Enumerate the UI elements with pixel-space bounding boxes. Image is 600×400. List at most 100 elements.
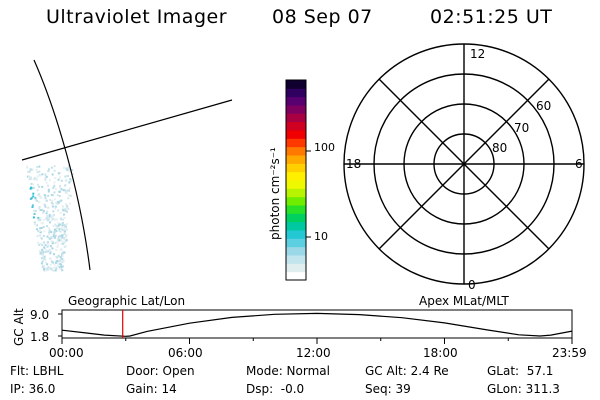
lat-label-70: 70 — [514, 121, 529, 135]
emission-pixel — [43, 203, 46, 206]
emission-pixel — [39, 219, 42, 222]
emission-pixel — [44, 244, 47, 247]
emission-pixel — [29, 176, 32, 179]
emission-pixel — [61, 207, 64, 210]
mlt-label-18: 18 — [346, 157, 361, 171]
colorbar-cell — [286, 88, 306, 98]
colorbar-cell — [286, 246, 306, 256]
emission-pixel — [40, 262, 43, 265]
emission-pixel — [63, 233, 66, 235]
gc-alt-info: GC Alt: 2.4 Re — [365, 364, 449, 378]
emission-pixel — [53, 263, 56, 266]
emission-pixel — [59, 185, 61, 187]
emission-pixel — [38, 170, 41, 173]
emission-pixel — [61, 224, 64, 226]
emission-pixel — [40, 237, 43, 240]
emission-pixel — [44, 178, 47, 181]
emission-pixel — [68, 181, 71, 184]
emission-pixel — [61, 205, 64, 208]
emission-pixel — [61, 234, 64, 237]
emission-pixel — [69, 180, 72, 183]
emission-pixel — [65, 192, 68, 195]
emission-pixel — [32, 183, 35, 186]
emission-pixel — [54, 260, 57, 263]
emission-pixel — [47, 188, 50, 191]
emission-pixel — [53, 185, 56, 188]
emission-pixel — [57, 224, 60, 227]
emission-pixel — [49, 252, 52, 255]
emission-pixel — [65, 204, 68, 207]
emission-pixel — [65, 179, 68, 182]
emission-pixel — [67, 207, 70, 210]
emission-pixel — [43, 255, 46, 258]
emission-pixel — [62, 209, 65, 212]
emission-pixel — [51, 219, 54, 222]
emission-pixel — [54, 228, 57, 231]
emission-pixel — [54, 218, 57, 221]
emission-pixel — [35, 179, 38, 181]
emission-pixel — [67, 190, 69, 193]
emission-pixel — [41, 243, 44, 246]
colorbar-cell — [286, 221, 306, 231]
emission-pixel — [52, 269, 55, 272]
emission-pixel — [30, 197, 33, 200]
emission-pixel — [59, 236, 61, 239]
emission-pixel — [42, 226, 45, 229]
emission-pixel — [46, 225, 48, 228]
altitude-plot: Geographic Lat/Lon Apex MLat/MLT 9.0 1.8… — [12, 294, 587, 360]
emission-pixel — [58, 235, 61, 238]
emission-pixel — [53, 181, 56, 184]
x-tick-label-1200: 12:00 — [296, 346, 331, 360]
emission-pixel — [51, 240, 54, 243]
emission-pixel — [63, 231, 66, 234]
emission-pixel — [43, 247, 46, 250]
emission-pixel — [61, 236, 64, 239]
emission-pixel — [57, 264, 60, 267]
emission-pixel — [48, 214, 51, 216]
emission-pixel — [57, 243, 59, 246]
emission-pixel — [40, 251, 43, 254]
emission-pixel — [52, 186, 55, 189]
emission-pixel — [41, 257, 43, 260]
polar-diagonal-2 — [378, 78, 550, 250]
emission-pixel — [55, 267, 58, 270]
colorbar-cell — [286, 263, 306, 273]
emission-pixel — [44, 196, 47, 199]
emission-pixel — [61, 269, 64, 272]
emission-pixel — [62, 229, 65, 232]
emission-pixel — [54, 269, 57, 272]
emission-pixel — [63, 229, 66, 232]
colorbar-cell — [286, 255, 306, 264]
emission-pixel — [34, 223, 37, 226]
mlt-label-0: 0 — [468, 278, 476, 292]
emission-pixel — [58, 266, 61, 269]
emission-pixel — [31, 204, 34, 207]
emission-pixel — [38, 200, 41, 203]
emission-pixel — [64, 203, 67, 206]
emission-pixel — [46, 210, 49, 213]
emission-pixel — [55, 218, 58, 221]
emission-pixel — [58, 190, 61, 193]
seq-info: Seq: 39 — [365, 382, 411, 396]
emission-pixel — [64, 244, 67, 247]
emission-pixel — [36, 175, 39, 178]
emission-pixel — [32, 195, 35, 198]
emission-pixel — [51, 242, 54, 245]
emission-pixel — [51, 202, 54, 205]
emission-pixel — [64, 189, 66, 192]
time-axis-ticks — [61, 338, 573, 344]
emission-pixel — [44, 173, 47, 176]
emission-pixel — [56, 202, 59, 205]
emission-pixel — [63, 216, 66, 219]
emission-pixel — [57, 254, 60, 257]
emission-pixel — [65, 228, 68, 231]
time-label: 02:51:25 UT — [430, 6, 553, 28]
emission-pixel — [54, 242, 57, 244]
emission-pixel — [51, 247, 54, 250]
emission-pixel — [33, 210, 36, 213]
emission-pixel — [56, 194, 59, 197]
emission-pixel — [39, 217, 42, 220]
emission-pixel — [49, 221, 51, 224]
emission-pixel — [54, 198, 57, 201]
colorbar-cell — [286, 163, 306, 173]
